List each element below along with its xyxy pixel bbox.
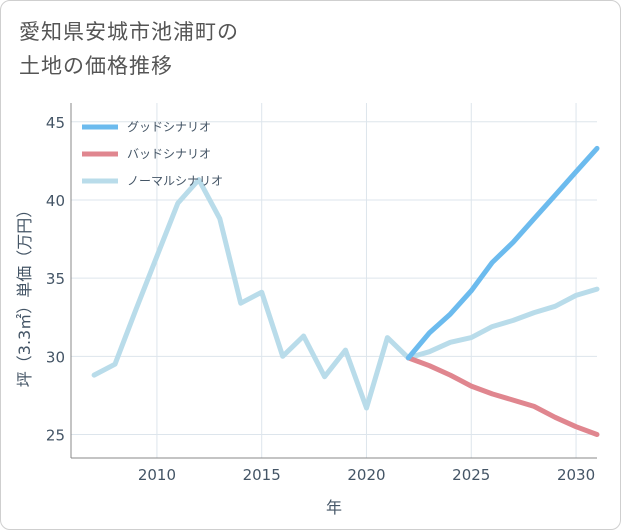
x-tick-label-2015: 2015 bbox=[243, 466, 281, 484]
legend-label-1: バッドシナリオ bbox=[127, 147, 211, 161]
series-line-0 bbox=[405, 145, 600, 361]
x-tick-label-2025: 2025 bbox=[452, 466, 490, 484]
series-line-2 bbox=[91, 177, 600, 411]
y-tick-label-40: 40 bbox=[46, 192, 65, 210]
y-axis-ticks: 25 30 35 40 45 bbox=[46, 114, 65, 445]
chart-title: 愛知県安城市池浦町の 土地の価格推移 bbox=[19, 15, 239, 83]
chart-title-line-1: 愛知県安城市池浦町の bbox=[19, 20, 239, 44]
x-axis-title: 年 bbox=[326, 498, 342, 517]
y-axis-title: 坪（3.3㎡）単価（万円） bbox=[15, 202, 34, 387]
y-tick-label-25: 25 bbox=[46, 427, 65, 445]
chart-title-line-2: 土地の価格推移 bbox=[19, 54, 173, 78]
x-tick-label-2010: 2010 bbox=[138, 466, 176, 484]
y-tick-label-45: 45 bbox=[46, 114, 65, 132]
x-tick-label-2030: 2030 bbox=[557, 466, 595, 484]
series-line-1 bbox=[405, 355, 600, 437]
grid-lines bbox=[70, 103, 597, 459]
legend-label-0: グッドシナリオ bbox=[127, 120, 211, 134]
y-tick-label-35: 35 bbox=[46, 270, 65, 288]
y-tick-label-30: 30 bbox=[46, 348, 65, 366]
legend-label-2: ノーマルシナリオ bbox=[127, 174, 223, 188]
x-axis-ticks: 2010 2015 2020 2025 2030 bbox=[138, 466, 595, 484]
x-tick-label-2020: 2020 bbox=[347, 466, 385, 484]
series-lines bbox=[91, 145, 600, 437]
